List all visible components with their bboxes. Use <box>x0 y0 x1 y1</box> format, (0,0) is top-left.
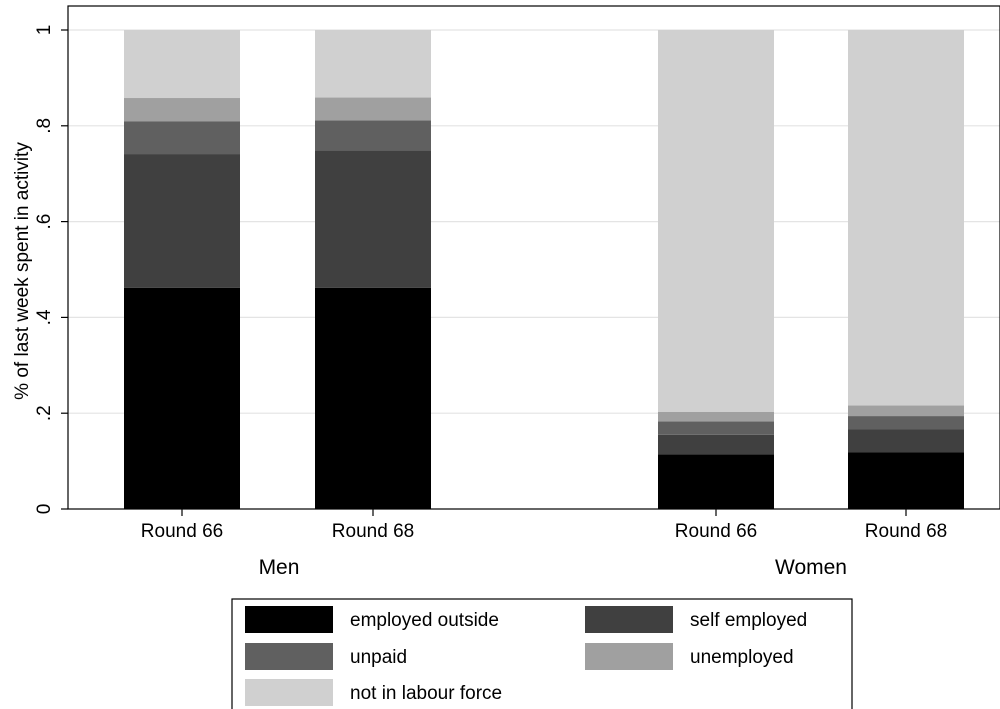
bar-segment <box>658 454 774 509</box>
bar-segment <box>315 150 431 288</box>
legend-swatch <box>245 679 333 706</box>
bar-segment <box>848 405 964 417</box>
y-axis-label: % of last week spent in activity <box>12 142 33 400</box>
bar-segment <box>315 120 431 151</box>
legend-swatch <box>585 643 673 670</box>
legend-label: not in labour force <box>350 683 502 704</box>
legend-label: self employed <box>690 610 807 631</box>
legend-swatch <box>585 606 673 633</box>
bar-segment <box>658 30 774 412</box>
bar-segment <box>848 30 964 406</box>
bar-segment <box>124 154 240 288</box>
group-label: Women <box>775 556 847 579</box>
x-tick-label: Round 66 <box>675 521 757 542</box>
bar-segment <box>848 429 964 453</box>
bar-segment <box>315 287 431 509</box>
bar-segment <box>124 98 240 122</box>
x-axis-labels: Round 66 Round 68 Men Round 66 Round 68 Women <box>141 509 947 579</box>
bar-segment <box>658 411 774 422</box>
bar-segment <box>124 30 240 99</box>
bar-segment <box>124 121 240 155</box>
legend-swatch <box>245 643 333 670</box>
x-tick-label: Round 68 <box>332 521 414 542</box>
y-axis: 0 .2 .4 .6 .8 1 <box>34 25 68 515</box>
y-tick-label: 0 <box>34 504 55 515</box>
legend-swatch <box>245 606 333 633</box>
legend-label: unpaid <box>350 647 407 668</box>
bar-segment <box>848 452 964 509</box>
bar-segment <box>848 416 964 430</box>
bar-segment <box>124 287 240 509</box>
bar-segment <box>315 30 431 98</box>
legend-label: employed outside <box>350 610 499 631</box>
y-tick-label: 1 <box>34 25 55 36</box>
y-tick-label: .2 <box>34 405 55 421</box>
bar-segment <box>658 434 774 455</box>
group-label: Men <box>259 556 300 579</box>
y-tick-label: .6 <box>34 214 55 230</box>
y-tick-label: .4 <box>34 309 55 325</box>
legend: employed outside self employed unpaid unemp… <box>231 598 853 709</box>
y-tick-label: .8 <box>34 118 55 134</box>
bars <box>124 30 964 509</box>
plot-frame <box>67 5 1000 510</box>
bar-segment <box>315 97 431 121</box>
x-tick-label: Round 68 <box>865 521 947 542</box>
x-tick-label: Round 66 <box>141 521 223 542</box>
legend-label: unemployed <box>690 647 794 668</box>
bar-segment <box>658 421 774 435</box>
legend-frame <box>231 598 853 709</box>
